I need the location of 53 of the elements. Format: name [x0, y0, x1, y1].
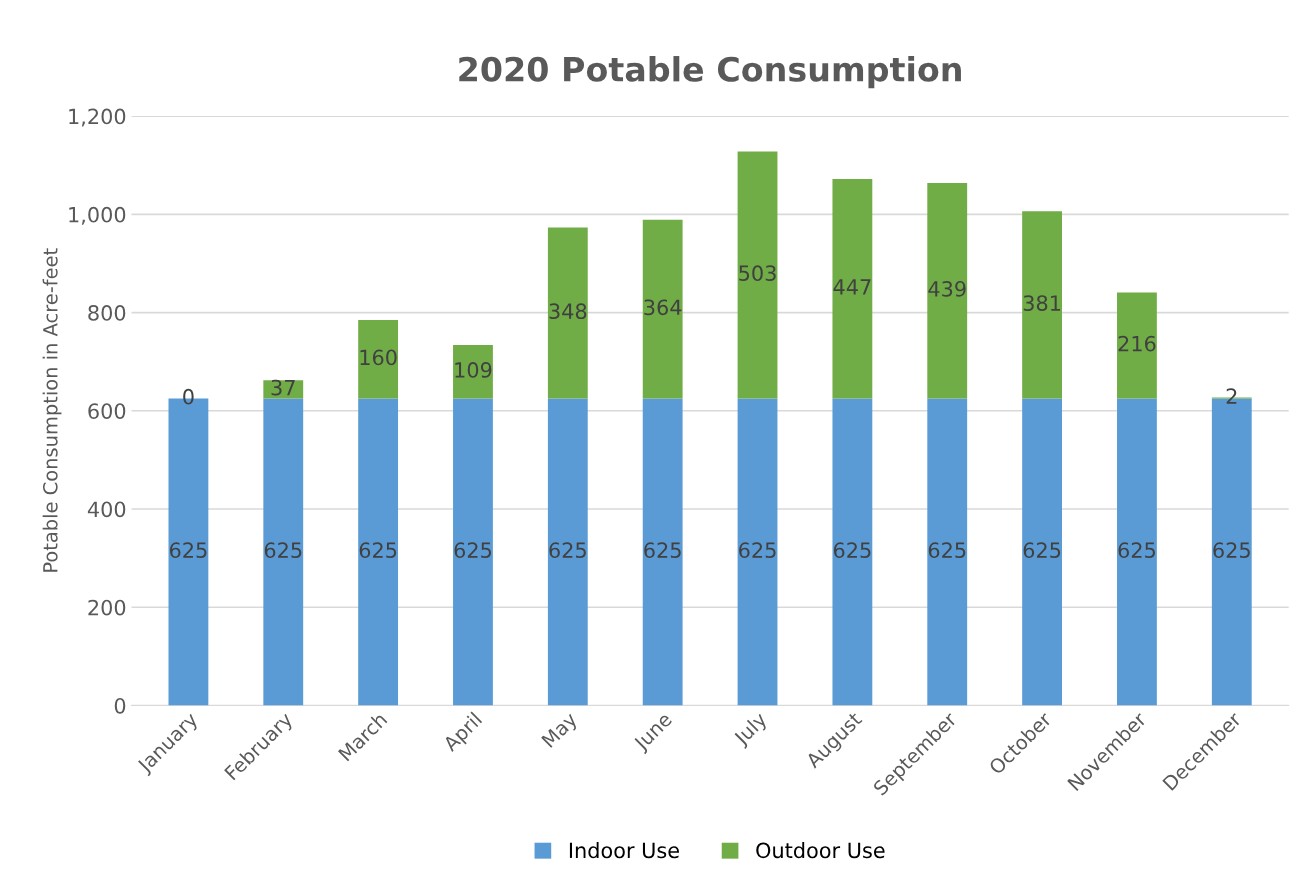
bar: [547, 227, 588, 399]
data-label: 37: [271, 379, 295, 396]
y-axis-title: Potable Consumption in Acre-feet: [42, 248, 62, 572]
data-label: 625: [169, 542, 207, 559]
data-label: 625: [1118, 542, 1155, 559]
bar: [263, 380, 304, 399]
data-label: 625: [1023, 542, 1061, 559]
y-tick-label: 1,000: [69, 206, 126, 225]
data-label: 625: [264, 542, 302, 559]
data-label: 381: [1023, 295, 1061, 311]
bar: [1117, 292, 1157, 399]
data-label: 503: [739, 265, 776, 282]
bar: [263, 398, 304, 706]
bar: [642, 398, 683, 706]
bar: [642, 219, 683, 399]
data-label: 364: [644, 299, 682, 316]
bar: [358, 319, 399, 399]
data-label: 625: [928, 542, 966, 559]
data-label: 625: [1213, 542, 1250, 559]
y-tick-label: 800: [88, 305, 126, 321]
bar: [1117, 398, 1157, 706]
bar: [737, 398, 778, 706]
bar: [927, 182, 968, 399]
data-label: 109: [455, 362, 492, 378]
y-tick-label: 400: [87, 501, 126, 518]
bar: [358, 398, 399, 706]
data-label: 625: [739, 542, 776, 559]
bar: [1022, 211, 1062, 399]
legend-label: Indoor Use: [569, 842, 679, 859]
legend-label: Outdoor Use: [756, 842, 885, 859]
data-label: 625: [549, 542, 586, 559]
chart-title: 2020 Potable Consumption: [459, 56, 961, 89]
bar: [453, 398, 493, 706]
data-label: 625: [644, 542, 681, 559]
y-tick-label: 600: [88, 403, 126, 419]
y-tick-label: 0: [114, 697, 126, 714]
data-label: 625: [833, 542, 871, 559]
data-label: 348: [549, 303, 587, 320]
data-label: 447: [833, 279, 871, 295]
bar: [737, 151, 778, 399]
y-tick-label: 200: [88, 599, 126, 616]
data-label: 439: [928, 280, 966, 297]
data-label: 216: [1118, 335, 1156, 352]
bar: [927, 398, 968, 706]
data-label: 625: [454, 542, 492, 559]
bar: [453, 344, 493, 399]
bar: [832, 398, 873, 706]
data-label: 160: [360, 349, 397, 366]
bar: [832, 178, 873, 399]
bar: [547, 398, 588, 706]
y-tick-label: 1,200: [69, 108, 126, 127]
bar: [1022, 398, 1062, 706]
data-label: 625: [359, 542, 397, 559]
